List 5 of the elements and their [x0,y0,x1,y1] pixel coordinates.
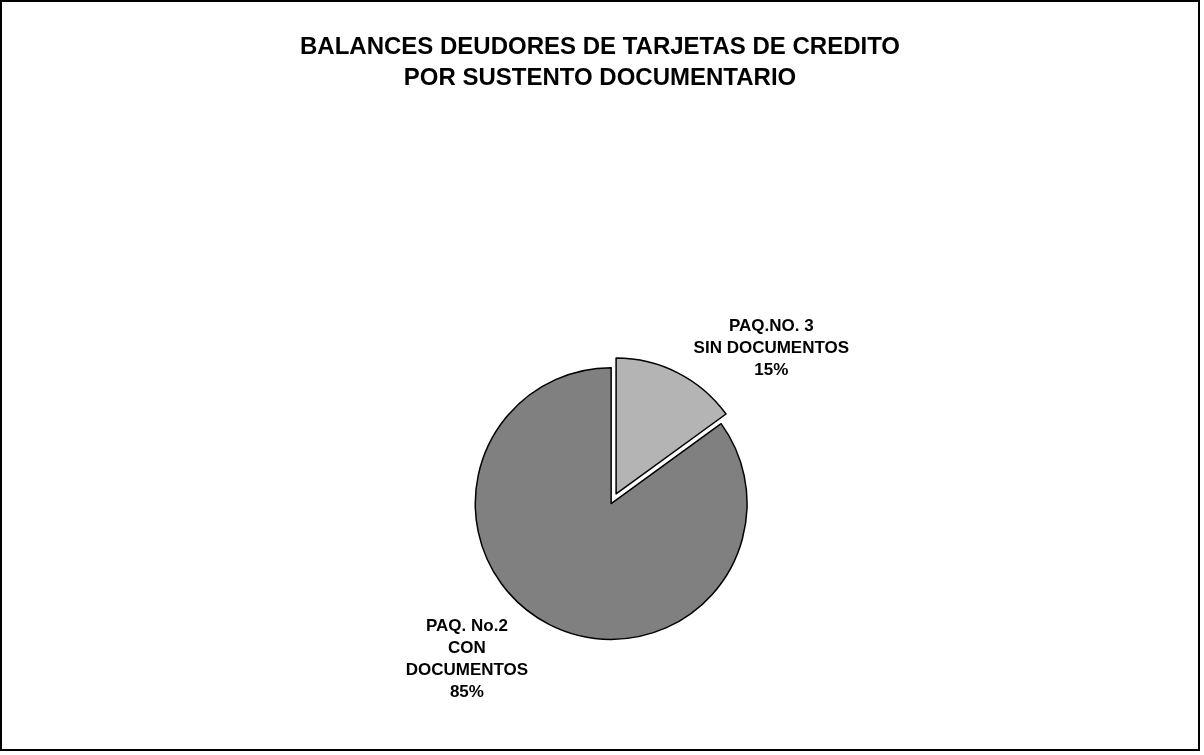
slice-label: PAQ.NO. 3 SIN DOCUMENTOS [693,316,850,358]
data-label: 85% [449,682,484,702]
slice-label: PAQ. No.2 CON DOCUMENTOS [405,615,529,680]
chart-title: BALANCES DEUDORES DE TARJETAS DE CREDITO POR SUSTENTO DOCUMENTARIO [299,32,901,91]
data-label: 15% [754,360,789,380]
